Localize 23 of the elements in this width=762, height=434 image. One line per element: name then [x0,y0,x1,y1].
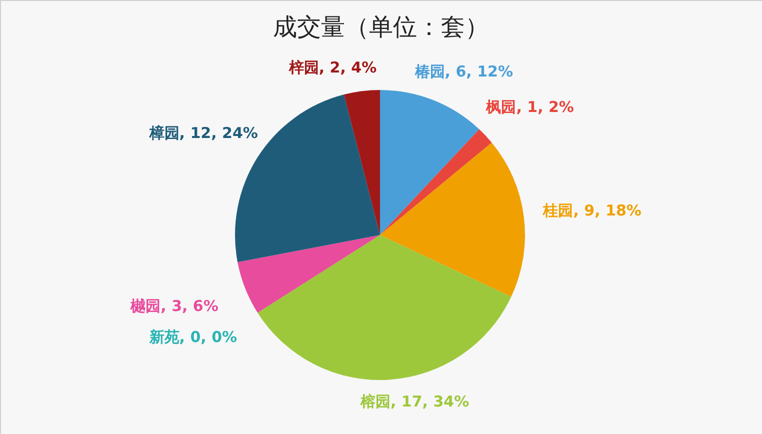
slice-label: 桂园 [542,202,574,220]
slice-label: 椿园 [414,62,445,80]
data-label: , 2, 4% [318,58,377,77]
data-label: , 1, 2% [516,98,574,116]
data-label: , 9, 18% [573,202,642,220]
pie-slice [380,90,480,235]
data-label: , 3, 6% [160,297,218,316]
slice-label: 樾园 [130,297,161,316]
pie-slice [258,235,512,380]
slice-label: 榕园 [359,392,390,411]
category-label: 新苑 [149,328,180,346]
data-label: , 12, 24% [179,124,258,142]
chart-title: 成交量（单位：套） [273,13,489,41]
pie-slice [238,235,380,313]
data-label: , 6, 12% [444,62,513,80]
pie-slice [380,129,492,235]
slice-label: 梓园 [288,58,319,77]
slice-label: 枫园 [485,98,516,116]
slice-label: 樟园 [148,124,180,142]
pie-slice [344,90,380,235]
text: , 0, 0% [179,328,238,346]
pie-slice [380,142,525,297]
data-label: , 17, 34% [390,392,470,411]
